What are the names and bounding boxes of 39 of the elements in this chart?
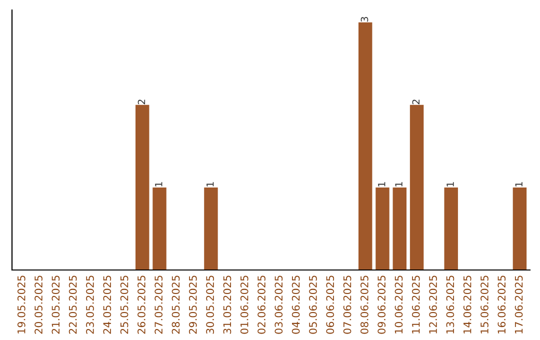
- x-tick-label: 09.06.2025: [378, 276, 386, 334]
- x-tick-label: 12.06.2025: [429, 276, 437, 334]
- x-tick-label: 29.05.2025: [188, 276, 197, 334]
- data-label: 1: [206, 182, 214, 186]
- x-tick-label: 24.05.2025: [103, 276, 112, 334]
- x-tick-label: 05.06.2025: [309, 276, 317, 334]
- x-tick-label: 17.06.2025: [514, 276, 523, 334]
- data-label: 2: [412, 100, 420, 104]
- x-tick-label: 02.06.2025: [258, 276, 266, 334]
- x-tick-label: 21.05.2025: [52, 276, 60, 334]
- x-tick-label: 15.06.2025: [480, 276, 488, 334]
- x-tick-label: 23.05.2025: [86, 276, 94, 334]
- x-tick-label: 31.05.2025: [223, 276, 232, 334]
- x-tick-label: 26.05.2025: [138, 276, 146, 334]
- x-tick-label: 11.06.2025: [412, 276, 420, 334]
- x-tick-label: 06.06.2025: [326, 276, 334, 334]
- data-label: 1: [515, 182, 522, 186]
- data-label: 1: [378, 182, 386, 186]
- x-tick-label: 01.06.2025: [240, 276, 248, 334]
- x-tick-label: 13.06.2025: [446, 276, 454, 334]
- data-label: 1: [446, 182, 454, 186]
- x-tick-label: 10.06.2025: [394, 276, 403, 334]
- x-tick-label: 27.05.2025: [154, 276, 163, 334]
- x-tick-label: 04.06.2025: [292, 276, 300, 334]
- data-label: 2: [138, 100, 146, 104]
- x-tick-label: 16.06.2025: [498, 276, 506, 334]
- x-tick-label: 14.06.2025: [463, 276, 472, 334]
- x-tick-label: 19.05.2025: [17, 276, 26, 334]
- x-tick-label: 22.05.2025: [68, 276, 77, 334]
- x-tick-label: 28.05.2025: [172, 276, 180, 334]
- x-tick-label: 03.06.2025: [274, 276, 283, 334]
- data-label: 1: [395, 182, 402, 186]
- x-tick-label: 08.06.2025: [360, 276, 368, 334]
- data-label: 3: [360, 16, 368, 22]
- x-tick-label: 20.05.2025: [34, 276, 42, 334]
- x-tick-label: 30.05.2025: [206, 276, 214, 334]
- data-label: 1: [155, 182, 162, 186]
- x-tick-label: 07.06.2025: [343, 276, 352, 334]
- x-tick-label: 25.05.2025: [120, 276, 128, 334]
